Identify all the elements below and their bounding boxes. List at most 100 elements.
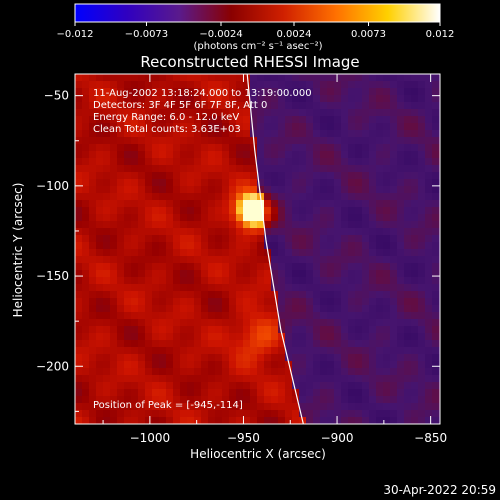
heatmap-cell bbox=[369, 361, 377, 369]
heatmap-cell bbox=[124, 326, 132, 334]
heatmap-cell bbox=[404, 88, 412, 96]
heatmap-cell bbox=[369, 270, 377, 278]
heatmap-cell bbox=[264, 389, 272, 397]
heatmap-cell bbox=[369, 172, 377, 180]
heatmap-cell bbox=[299, 382, 307, 390]
heatmap-cell bbox=[432, 200, 440, 208]
heatmap-cell bbox=[327, 207, 335, 215]
plot-frame bbox=[74, 73, 441, 425]
heatmap-cell bbox=[411, 74, 419, 82]
heatmap-cell bbox=[75, 228, 83, 236]
heatmap-cell bbox=[299, 207, 307, 215]
heatmap-cell bbox=[166, 270, 174, 278]
heatmap-cell bbox=[208, 137, 216, 145]
heatmap-cell bbox=[222, 207, 230, 215]
heatmap-cell bbox=[159, 354, 167, 362]
heatmap-cell bbox=[271, 305, 279, 313]
heatmap-cell bbox=[390, 305, 398, 313]
heatmap-cell bbox=[82, 151, 90, 159]
heatmap-cell bbox=[397, 95, 405, 103]
heatmap-cell bbox=[110, 263, 118, 271]
heatmap-cell bbox=[348, 249, 356, 257]
heatmap-cell bbox=[159, 74, 167, 82]
heatmap-cell bbox=[110, 340, 118, 348]
heatmap-cell bbox=[187, 361, 195, 369]
heatmap-cell bbox=[362, 214, 370, 222]
heatmap-cell bbox=[306, 214, 314, 222]
heatmap-cell bbox=[404, 354, 412, 362]
heatmap-cell bbox=[334, 284, 342, 292]
heatmap-cell bbox=[285, 333, 293, 341]
heatmap-cell bbox=[383, 403, 391, 411]
heatmap-cell bbox=[355, 354, 363, 362]
heatmap-cell bbox=[180, 74, 188, 82]
heatmap-cell bbox=[390, 172, 398, 180]
heatmap-cell bbox=[376, 368, 384, 376]
heatmap-cell bbox=[369, 186, 377, 194]
heatmap-cell bbox=[390, 298, 398, 306]
heatmap-cell bbox=[299, 193, 307, 201]
heatmap-cell bbox=[243, 382, 251, 390]
heatmap-cell bbox=[82, 340, 90, 348]
heatmap-cell bbox=[236, 417, 244, 424]
heatmap-cell bbox=[411, 242, 419, 250]
heatmap-cell bbox=[418, 319, 426, 327]
heatmap-cell bbox=[75, 186, 83, 194]
heatmap-cell bbox=[411, 375, 419, 383]
heatmap-cell bbox=[348, 347, 356, 355]
heatmap-cell bbox=[180, 130, 188, 138]
colorbar-ticks: −0.012 −0.0073 −0.0024 0.0024 0.0073 0.012 bbox=[56, 22, 454, 40]
heatmap-cell bbox=[145, 249, 153, 257]
heatmap-cell bbox=[187, 417, 195, 424]
heatmap-cell bbox=[159, 277, 167, 285]
heatmap-cell bbox=[257, 165, 265, 173]
heatmap-cell bbox=[425, 158, 433, 166]
heatmap-cell bbox=[348, 368, 356, 376]
heatmap-cell bbox=[327, 277, 335, 285]
heatmap-cell bbox=[215, 375, 223, 383]
heatmap-cell bbox=[194, 116, 202, 124]
heatmap-cell bbox=[152, 270, 160, 278]
heatmap-cell bbox=[159, 95, 167, 103]
heatmap-cell bbox=[250, 354, 258, 362]
heatmap-cell bbox=[194, 347, 202, 355]
heatmap-cell bbox=[124, 158, 132, 166]
heatmap-cell bbox=[145, 165, 153, 173]
heatmap-cell bbox=[159, 235, 167, 243]
heatmap-cell bbox=[194, 389, 202, 397]
heatmap-cell bbox=[194, 368, 202, 376]
heatmap-cell bbox=[292, 263, 300, 271]
heatmap-cell bbox=[313, 109, 321, 117]
heatmap-cell bbox=[96, 361, 104, 369]
heatmap-cell bbox=[82, 361, 90, 369]
heatmap-cell bbox=[75, 207, 83, 215]
heatmap-cell bbox=[194, 207, 202, 215]
heatmap-cell bbox=[362, 95, 370, 103]
heatmap-cell bbox=[215, 151, 223, 159]
heatmap-cell bbox=[418, 298, 426, 306]
heatmap-cell bbox=[103, 144, 111, 152]
heatmap-cell bbox=[390, 389, 398, 397]
heatmap-cell bbox=[390, 214, 398, 222]
heatmap-cell bbox=[432, 396, 440, 404]
heatmap-cell bbox=[348, 410, 356, 418]
heatmap-cell bbox=[362, 270, 370, 278]
heatmap-cell bbox=[117, 389, 125, 397]
heatmap-cell bbox=[313, 123, 321, 131]
heatmap-cell bbox=[376, 221, 384, 229]
heatmap-cell bbox=[376, 81, 384, 89]
heatmap-cell bbox=[348, 396, 356, 404]
heatmap-cell bbox=[82, 326, 90, 334]
heatmap-cell bbox=[187, 333, 195, 341]
heatmap-cell bbox=[264, 123, 272, 131]
heatmap-cell bbox=[292, 144, 300, 152]
heatmap-cell bbox=[327, 340, 335, 348]
heatmap-cell bbox=[383, 340, 391, 348]
heatmap-cell bbox=[411, 382, 419, 390]
heatmap-cell bbox=[432, 256, 440, 264]
heatmap-cell bbox=[306, 123, 314, 131]
heatmap-cell bbox=[341, 417, 349, 424]
heatmap-cell bbox=[369, 81, 377, 89]
heatmap-cell bbox=[376, 354, 384, 362]
heatmap-cell bbox=[404, 81, 412, 89]
